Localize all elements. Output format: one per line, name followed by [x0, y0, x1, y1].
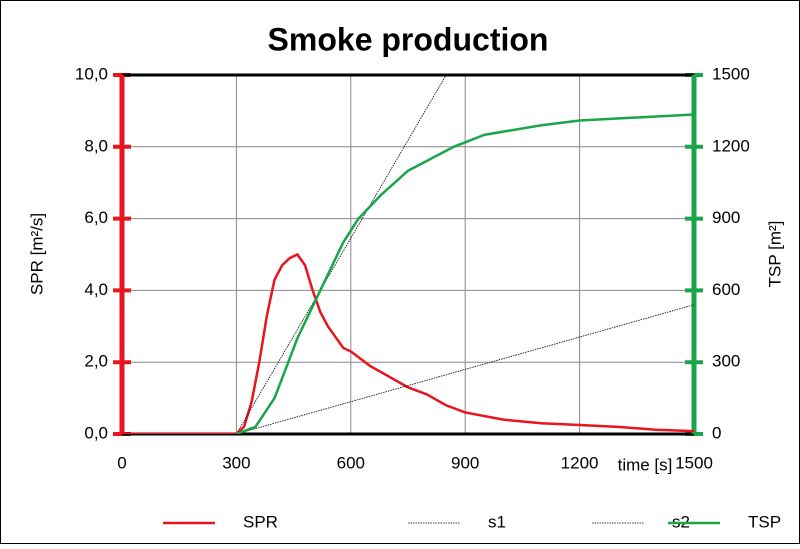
x-tick-label: 600	[337, 453, 365, 472]
series-line	[236, 304, 694, 434]
y-tick-label: 0,0	[84, 423, 108, 442]
y2-tick-label: 1200	[712, 136, 750, 155]
y-tick-label: 2,0	[84, 352, 108, 371]
y2-axis-label: TSP [m²]	[765, 221, 784, 288]
legend-label: SPR	[243, 512, 278, 531]
series-line	[235, 113, 694, 434]
y2-tick-label: 600	[712, 280, 740, 299]
y2-tick-label: 300	[712, 352, 740, 371]
x-tick-label: 0	[117, 453, 126, 472]
x-tick-label: 1500	[675, 453, 713, 472]
y2-tick-label: 1500	[712, 64, 750, 83]
legend-label: TSP	[748, 512, 781, 531]
y-axis-label: SPR [m²/s]	[27, 213, 46, 295]
legend-label: s1	[488, 512, 506, 531]
series-line	[236, 75, 447, 434]
y2-tick-label: 0	[712, 423, 721, 442]
chart-title: Smoke production	[268, 21, 549, 57]
x-tick-label: 1200	[561, 453, 599, 472]
y-tick-label: 10,0	[75, 64, 108, 83]
x-axis-label: time [s]	[618, 455, 673, 474]
x-tick-label: 900	[451, 453, 479, 472]
y-tick-label: 8,0	[84, 136, 108, 155]
y2-tick-label: 900	[712, 208, 740, 227]
series-line	[122, 252, 694, 434]
x-tick-label: 300	[222, 453, 250, 472]
y-tick-label: 4,0	[84, 280, 108, 299]
y-tick-label: 6,0	[84, 208, 108, 227]
